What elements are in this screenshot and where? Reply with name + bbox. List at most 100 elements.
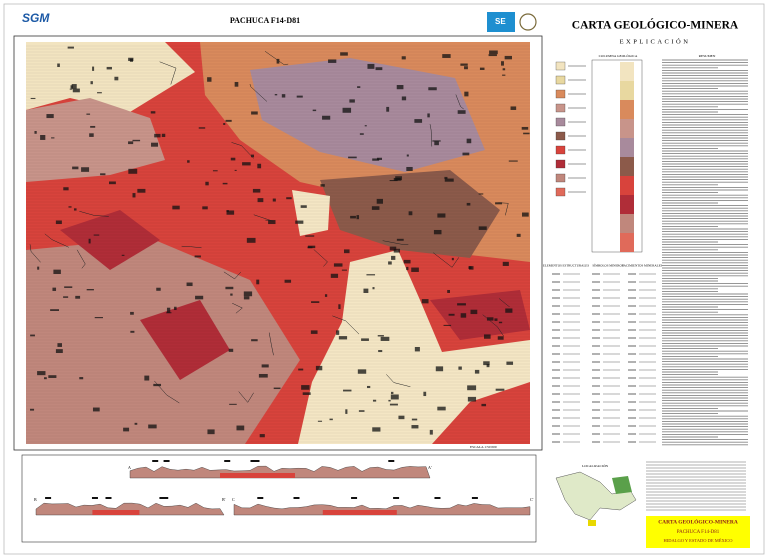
outcrop <box>148 424 157 429</box>
outcrop <box>298 368 304 371</box>
road <box>44 233 69 248</box>
outcrop <box>63 187 69 191</box>
outcrop <box>242 162 251 166</box>
outcrop <box>307 245 316 249</box>
outcrop <box>486 364 490 368</box>
outcrop <box>495 388 505 391</box>
outcrop <box>128 141 134 145</box>
road <box>482 314 504 337</box>
outcrop <box>67 46 74 49</box>
outcrop <box>228 348 234 352</box>
outcrop <box>462 152 470 156</box>
section-label: C' <box>530 497 534 502</box>
road <box>79 211 109 217</box>
outcrop <box>421 299 429 304</box>
section-label: B' <box>222 497 226 502</box>
outcrop <box>427 113 430 118</box>
outcrop <box>207 77 212 82</box>
outcrop <box>174 306 177 311</box>
outcrop <box>348 156 357 159</box>
outcrop <box>386 106 390 112</box>
outcrop <box>89 133 94 137</box>
outcrop <box>391 255 396 260</box>
outcrop <box>71 84 77 89</box>
outcrop <box>466 202 471 206</box>
legend-swatch <box>555 75 566 85</box>
outcrop <box>468 266 472 269</box>
outcrop <box>451 257 454 261</box>
outcrop <box>336 330 340 335</box>
outcrop <box>198 127 206 129</box>
outcrop <box>470 309 478 315</box>
outcrop <box>442 54 451 58</box>
outcrop <box>330 273 339 278</box>
section-marker <box>293 497 300 499</box>
outcrop <box>478 226 487 230</box>
outcrop <box>466 138 472 144</box>
road <box>249 83 268 102</box>
outcrop <box>195 295 204 300</box>
outcrop <box>53 269 61 274</box>
summary-title: RESUMEN <box>699 54 716 58</box>
outcrop <box>205 181 209 186</box>
outcrop <box>357 86 361 88</box>
outcrop <box>350 215 356 219</box>
location-state <box>612 476 632 494</box>
outcrop <box>55 349 63 354</box>
section-label: A <box>128 465 131 470</box>
panel-title: CARTA GEOLÓGICO-MINERA <box>572 18 739 32</box>
outcrop <box>257 163 262 169</box>
outcrop <box>90 81 93 85</box>
outcrop <box>345 409 348 414</box>
agency-logo <box>487 12 515 32</box>
outcrop <box>443 324 452 326</box>
outcrop <box>372 399 377 402</box>
outcrop <box>437 213 446 218</box>
outcrop <box>94 317 103 319</box>
location-title: LOCALIZACIÓN <box>582 463 609 468</box>
outcrop <box>481 403 487 407</box>
outcrop <box>34 131 37 134</box>
geologic-map <box>26 42 530 444</box>
outcrop <box>257 198 264 203</box>
outcrop <box>243 296 250 300</box>
outcrop <box>486 317 494 321</box>
road <box>231 142 254 159</box>
road <box>313 249 328 267</box>
outcrop <box>100 173 106 176</box>
outcrop <box>246 237 256 243</box>
outcrop <box>377 335 384 337</box>
unit-alluvium <box>26 42 195 112</box>
section-unit <box>322 510 397 515</box>
outcrop <box>367 63 375 69</box>
outcrop <box>508 160 518 162</box>
outcrop <box>395 176 402 181</box>
agency-text: SE <box>495 17 506 26</box>
legend-swatch <box>555 173 566 183</box>
outcrop <box>161 133 166 138</box>
road <box>332 315 360 335</box>
outcrop <box>428 87 437 91</box>
outcrop <box>93 234 100 236</box>
outcrop <box>329 418 333 421</box>
outcrop <box>505 308 513 313</box>
outcrop <box>406 166 413 172</box>
outcrop <box>230 293 233 296</box>
outcrop <box>495 202 503 205</box>
section-marker <box>105 497 112 499</box>
outcrop <box>106 66 112 70</box>
outcrop <box>328 59 337 63</box>
unit-tuff <box>26 98 165 182</box>
outcrop <box>380 336 390 341</box>
unit-rhyolite-2 <box>140 300 230 380</box>
road <box>498 298 510 307</box>
outcrop <box>225 119 232 122</box>
outcrop <box>371 206 380 210</box>
column-title: COLUMNA GEOLÓGICA <box>599 53 638 58</box>
outcrop <box>86 113 91 115</box>
section-marker <box>152 460 159 462</box>
outcrop <box>261 364 269 368</box>
outcrop <box>187 160 190 163</box>
logo: SGM <box>22 11 50 25</box>
outcrop <box>97 92 102 94</box>
